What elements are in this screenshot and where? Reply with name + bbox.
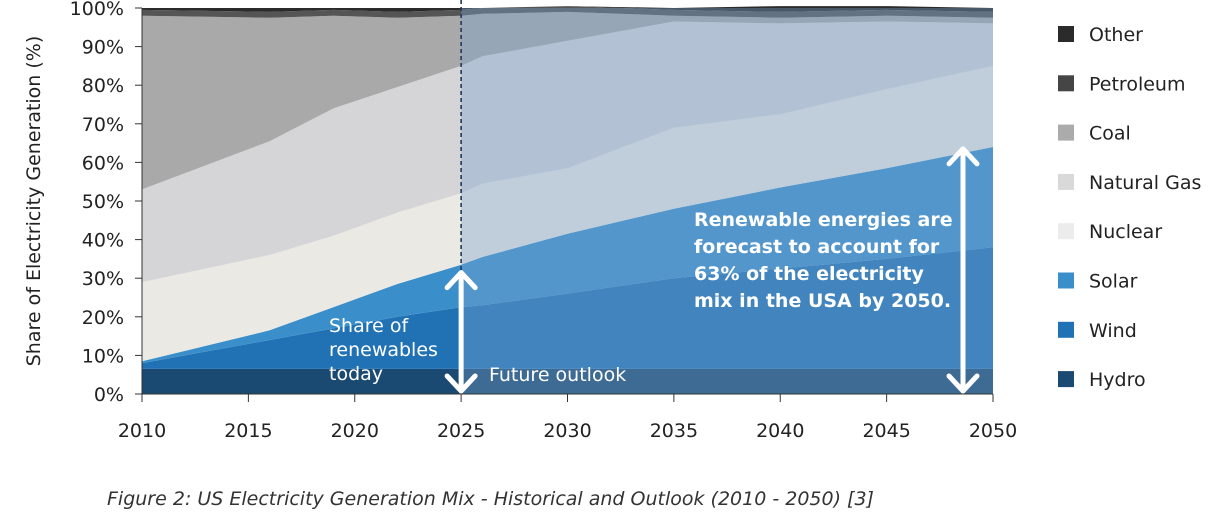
- y-tick-label: 20%: [82, 307, 124, 329]
- y-tick-label: 70%: [82, 114, 124, 136]
- axes: 2010 2015 2020 2025 2030 2035 2040 2045 2050 0% 10…: [23, 0, 1017, 442]
- arrow-head-top: [946, 146, 980, 167]
- forecast-label-line: forecast to account for: [694, 236, 940, 258]
- legend-swatch-nuclear: [1058, 223, 1074, 240]
- x-tick-label: 2045: [862, 420, 910, 442]
- x-tick-label: 2040: [756, 420, 804, 442]
- legend-label-petroleum: Petroleum: [1089, 73, 1185, 95]
- y-tick-label: 40%: [82, 230, 124, 252]
- y-tick-label: 100%: [70, 0, 124, 20]
- x-tick-label: 2010: [118, 420, 166, 442]
- x-tick-label: 2050: [969, 420, 1017, 442]
- x-tick-label: 2025: [437, 420, 485, 442]
- legend-swatch-petroleum: [1058, 75, 1074, 92]
- legend-label-other: Other: [1089, 24, 1143, 46]
- arrow-head-bottom: [444, 373, 478, 394]
- legend-label-hydro: Hydro: [1089, 369, 1146, 391]
- legend-label-natural-gas: Natural Gas: [1089, 172, 1201, 194]
- legend-swatch-solar: [1058, 272, 1074, 289]
- area-other: [142, 6, 993, 12]
- forecast-label-line: mix in the USA by 2050.: [694, 290, 951, 312]
- x-tick-label: 2035: [650, 420, 698, 442]
- forecast-label-line: 63% of the electricity: [694, 263, 925, 285]
- y-tick-label: 60%: [82, 152, 124, 174]
- y-tick-label: 10%: [82, 345, 124, 367]
- area-solar: [142, 147, 993, 364]
- area-coal: [142, 11, 993, 190]
- today-label-line: today: [329, 363, 383, 385]
- y-tick-label: 80%: [82, 75, 124, 97]
- forecast-label-line: Renewable energies are: [694, 209, 953, 231]
- legend-label-nuclear: Nuclear: [1089, 221, 1162, 243]
- y-axis-label: Share of Electricity Generation (%): [23, 36, 45, 367]
- legend-swatch-wind: [1058, 321, 1074, 338]
- y-tick-label: 90%: [82, 37, 124, 59]
- area-hydro: [142, 368, 993, 394]
- x-tick-label: 2020: [331, 420, 379, 442]
- future-outlook-label: Future outlook: [489, 364, 626, 386]
- area-petroleum: [142, 6, 993, 18]
- area-wind: [142, 247, 993, 369]
- y-tick-label: 50%: [82, 191, 124, 213]
- legend-swatch-natural-gas: [1058, 173, 1074, 190]
- y-tick-label: 0%: [94, 384, 124, 406]
- area-natural-gas: [142, 21, 993, 283]
- renewables-2050-arrow: [946, 146, 980, 394]
- x-tick-label: 2015: [224, 420, 272, 442]
- legend: Other Petroleum Coal Natural Gas Nuclear Sola…: [1058, 24, 1201, 391]
- y-tick-label: 30%: [82, 268, 124, 290]
- renewables-today-arrow: [444, 270, 478, 394]
- future-outlook-overlay: [461, 8, 993, 394]
- legend-swatch-coal: [1058, 124, 1074, 141]
- stacked-areas: [142, 6, 993, 394]
- legend-label-wind: Wind: [1089, 320, 1137, 342]
- area-nuclear: [142, 65, 993, 362]
- figure-caption: Figure 2: US Electricity Generation Mix …: [107, 488, 874, 510]
- today-label-line: Share of: [329, 315, 409, 337]
- legend-swatch-other: [1058, 26, 1074, 42]
- legend-label-coal: Coal: [1089, 123, 1131, 145]
- x-tick-label: 2030: [543, 420, 591, 442]
- legend-label-solar: Solar: [1089, 271, 1138, 293]
- today-label-line: renewables: [329, 339, 438, 361]
- legend-swatch-hydro: [1058, 371, 1074, 388]
- arrow-head-top: [444, 270, 478, 291]
- arrow-head-bottom: [946, 373, 980, 394]
